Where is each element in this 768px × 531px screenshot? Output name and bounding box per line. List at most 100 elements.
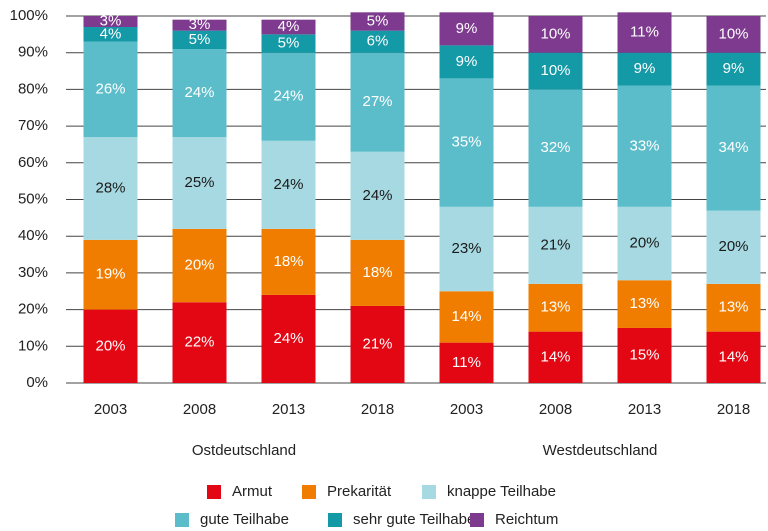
data-label: 3% bbox=[189, 16, 211, 33]
data-label: 9% bbox=[456, 20, 478, 37]
data-label: 13% bbox=[629, 295, 659, 312]
bar-segment bbox=[439, 78, 494, 207]
data-label: 24% bbox=[273, 330, 303, 347]
data-label: 13% bbox=[540, 299, 570, 316]
legend-swatch bbox=[470, 513, 484, 527]
bar-segment bbox=[83, 27, 138, 42]
data-label: 10% bbox=[540, 62, 570, 79]
bar-segment bbox=[350, 52, 405, 152]
data-label: 20% bbox=[184, 257, 214, 274]
bar-segment bbox=[83, 41, 138, 138]
data-label: 18% bbox=[362, 264, 392, 281]
bar-segment bbox=[706, 16, 761, 53]
data-label: 15% bbox=[629, 346, 659, 363]
bar-segment bbox=[706, 331, 761, 383]
bar-segment bbox=[617, 52, 672, 86]
data-label: 20% bbox=[718, 238, 748, 255]
bar-segment bbox=[350, 305, 405, 383]
x-tick-label: 2008 bbox=[539, 401, 572, 418]
data-label: 9% bbox=[723, 60, 745, 77]
bar-segment bbox=[83, 239, 138, 310]
y-tick-label: 20% bbox=[18, 301, 48, 318]
bar-segment bbox=[172, 228, 227, 303]
data-label: 24% bbox=[273, 88, 303, 105]
bar-segment bbox=[172, 137, 227, 229]
bar-segment bbox=[172, 49, 227, 138]
legend-label: gute Teilhabe bbox=[200, 511, 289, 528]
group-label: Ostdeutschland bbox=[192, 442, 296, 459]
data-label: 35% bbox=[451, 134, 481, 151]
data-label: 20% bbox=[629, 235, 659, 252]
legend-label: Prekarität bbox=[327, 483, 392, 500]
data-label: 9% bbox=[634, 60, 656, 77]
data-label: 9% bbox=[456, 53, 478, 70]
bar-segment bbox=[528, 16, 583, 53]
data-label: 5% bbox=[278, 34, 300, 51]
y-tick-label: 0% bbox=[26, 374, 48, 391]
bar-segment bbox=[528, 52, 583, 90]
bar-segment bbox=[83, 137, 138, 240]
legend-swatch bbox=[328, 513, 342, 527]
data-label: 27% bbox=[362, 93, 392, 110]
data-label: 25% bbox=[184, 174, 214, 191]
group-label: Westdeutschland bbox=[543, 442, 658, 459]
data-label: 5% bbox=[367, 12, 389, 29]
bar-segment bbox=[706, 210, 761, 284]
bar-segment bbox=[350, 30, 405, 53]
data-label: 26% bbox=[95, 80, 125, 97]
x-tick-label: 2003 bbox=[450, 401, 483, 418]
y-tick-label: 90% bbox=[18, 44, 48, 61]
y-tick-label: 40% bbox=[18, 227, 48, 244]
bar-segment bbox=[617, 12, 672, 53]
bar-segment bbox=[528, 89, 583, 207]
bar-segment bbox=[83, 16, 138, 28]
y-tick-label: 10% bbox=[18, 337, 48, 354]
x-tick-label: 2013 bbox=[628, 401, 661, 418]
bar-segment bbox=[172, 19, 227, 31]
x-tick-label: 2003 bbox=[94, 401, 127, 418]
data-label: 22% bbox=[184, 334, 214, 351]
bar-segment bbox=[261, 228, 316, 295]
y-tick-label: 30% bbox=[18, 264, 48, 281]
data-label: 28% bbox=[95, 179, 125, 196]
bar-segment bbox=[172, 30, 227, 50]
data-label: 18% bbox=[273, 253, 303, 270]
data-label: 20% bbox=[95, 337, 125, 354]
x-tick-label: 2018 bbox=[361, 401, 394, 418]
data-label: 24% bbox=[273, 176, 303, 193]
data-label: 24% bbox=[362, 187, 392, 204]
data-label: 10% bbox=[540, 25, 570, 42]
bar-segment bbox=[83, 309, 138, 383]
bar-segment bbox=[439, 291, 494, 343]
data-label: 24% bbox=[184, 84, 214, 101]
data-label: 23% bbox=[451, 240, 481, 257]
legend-swatch bbox=[302, 485, 316, 499]
data-label: 14% bbox=[451, 308, 481, 325]
data-label: 21% bbox=[540, 236, 570, 253]
bar-segment bbox=[528, 331, 583, 383]
bar-segment bbox=[350, 151, 405, 240]
bar-segment bbox=[172, 302, 227, 383]
bar-segment bbox=[261, 294, 316, 383]
bar-segment bbox=[261, 34, 316, 53]
data-label: 6% bbox=[367, 33, 389, 50]
data-label: 33% bbox=[629, 137, 659, 154]
bar-segment bbox=[439, 206, 494, 292]
legend-label: knappe Teilhabe bbox=[447, 483, 556, 500]
data-label: 11% bbox=[452, 354, 481, 371]
bar-segment bbox=[261, 19, 316, 35]
x-tick-label: 2013 bbox=[272, 401, 305, 418]
data-label: 4% bbox=[278, 18, 300, 35]
bar-segment bbox=[261, 52, 316, 141]
bar-segment bbox=[706, 283, 761, 332]
x-tick-label: 2008 bbox=[183, 401, 216, 418]
data-label: 3% bbox=[100, 12, 122, 29]
data-label: 21% bbox=[362, 335, 392, 352]
bar-segment bbox=[439, 45, 494, 79]
bar-segment bbox=[706, 85, 761, 211]
data-label: 14% bbox=[718, 348, 748, 365]
bar-segment bbox=[350, 239, 405, 306]
bar-segment bbox=[617, 280, 672, 328]
x-tick-label: 2018 bbox=[717, 401, 750, 418]
